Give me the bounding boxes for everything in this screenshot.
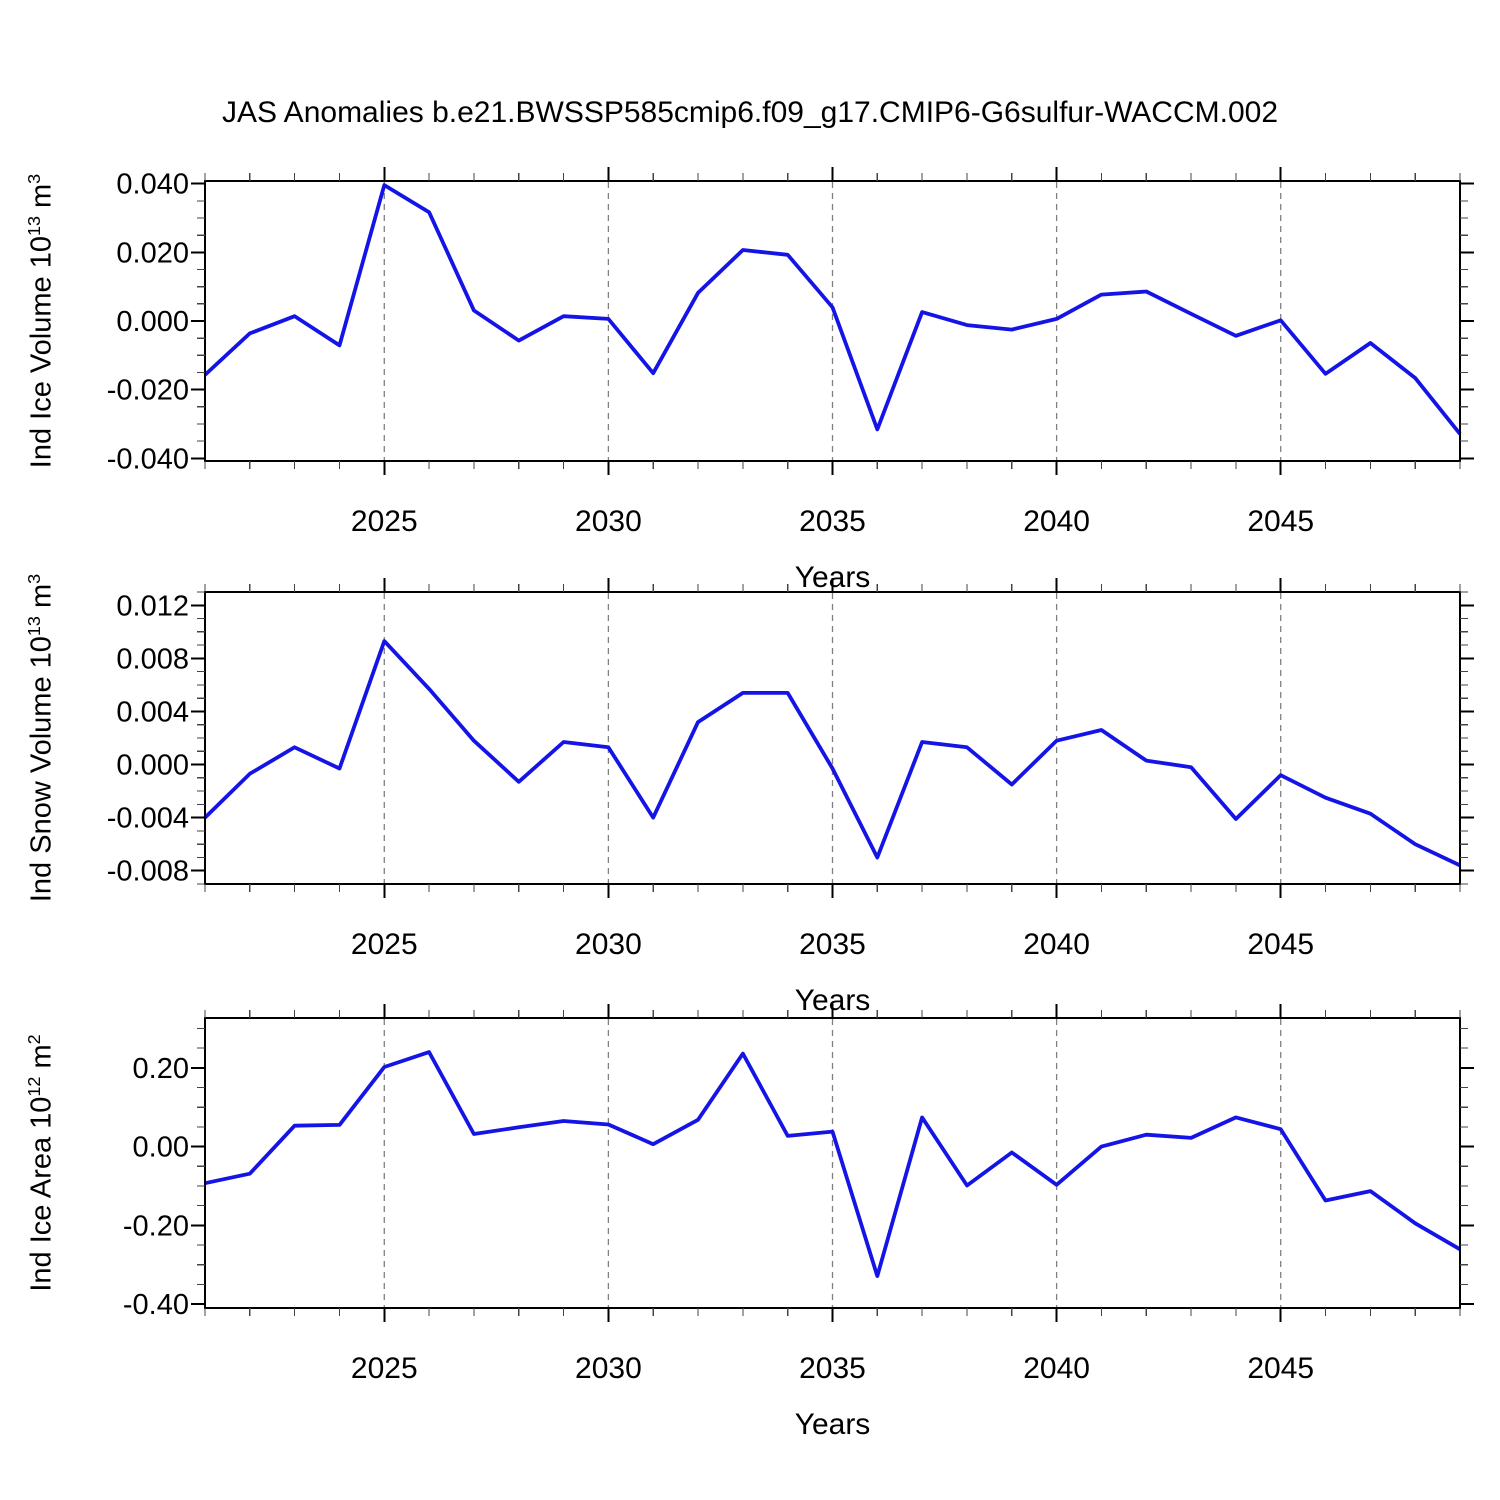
x-tick-label: 2040 bbox=[1023, 928, 1090, 961]
y-tick-label: -0.20 bbox=[123, 1210, 189, 1242]
y-tick-label: -0.040 bbox=[107, 443, 189, 475]
data-line bbox=[203, 183, 1462, 436]
y-axis-title-unit-exponent: 3 bbox=[24, 573, 44, 584]
x-tick-label: 2030 bbox=[575, 928, 642, 961]
y-tick-label: -0.008 bbox=[107, 856, 189, 888]
y-tick-label: 0.004 bbox=[116, 696, 189, 728]
y-tick-label: 0.000 bbox=[116, 306, 189, 338]
y-axis-title-snow-volume: Ind Snow Volume 1013 m3 bbox=[17, 558, 58, 918]
panel-ice-area: 0.20 0.00 -0.20 -0.40 2025 2030 2035 2040 2045 Ye… bbox=[123, 1004, 1474, 1441]
y-axis-title-exponent: 13 bbox=[24, 616, 44, 637]
x-tick-label: 2045 bbox=[1247, 1352, 1314, 1385]
y-tick-label: -0.020 bbox=[107, 375, 189, 407]
y-axis-title-unit: m bbox=[25, 183, 58, 217]
x-tick-label: 2030 bbox=[575, 505, 642, 538]
y-axis-title-unit-exponent: 3 bbox=[24, 173, 44, 184]
data-line bbox=[203, 639, 1461, 868]
x-tick-label: 2035 bbox=[799, 928, 866, 961]
y-tick-label: 0.020 bbox=[116, 237, 189, 269]
y-axis-title-unit-exponent: 2 bbox=[24, 1034, 44, 1045]
x-tick-label: 2030 bbox=[575, 1352, 642, 1385]
x-tick-label: 2025 bbox=[351, 1352, 418, 1385]
x-axis-title: Years bbox=[795, 1408, 871, 1441]
y-tick-label: 0.008 bbox=[116, 643, 189, 675]
y-tick-label: 0.012 bbox=[116, 590, 189, 622]
y-tick-label: 0.040 bbox=[116, 169, 189, 201]
x-tick-label: 2035 bbox=[799, 505, 866, 538]
x-tick-label: 2040 bbox=[1023, 505, 1090, 538]
y-axis-title-ice-volume: Ind Ice Volume 1013 m3 bbox=[17, 141, 58, 501]
x-tick-label: 2045 bbox=[1247, 505, 1314, 538]
y-tick-label: -0.004 bbox=[107, 803, 189, 835]
x-tick-label: 2045 bbox=[1247, 928, 1314, 961]
y-axis-title-exponent: 13 bbox=[24, 216, 44, 237]
x-tick-label: 2025 bbox=[351, 505, 418, 538]
panel-snow-volume: 0.012 0.008 0.004 0.000 -0.004 -0.008 2025 2030… bbox=[107, 578, 1474, 1017]
y-tick-label: -0.40 bbox=[123, 1289, 189, 1321]
y-tick-label: 0.20 bbox=[133, 1053, 189, 1085]
y-axis-title-unit: m bbox=[25, 583, 58, 617]
y-axis-title-exponent: 12 bbox=[24, 1076, 44, 1097]
y-tick-label: 0.00 bbox=[133, 1132, 189, 1164]
figure-title: JAS Anomalies b.e21.BWSSP585cmip6.f09_g1… bbox=[221, 96, 1279, 129]
x-tick-label: 2025 bbox=[351, 928, 418, 961]
y-axis-title-ice-area: Ind Ice Area 1012 m2 bbox=[17, 983, 58, 1343]
y-tick-label: 0.000 bbox=[116, 750, 189, 782]
y-axis-title-text: Ind Ice Area 10 bbox=[25, 1096, 58, 1292]
y-axis-title-text: Ind Ice Volume 10 bbox=[25, 236, 58, 469]
x-tick-label: 2040 bbox=[1023, 1352, 1090, 1385]
data-line bbox=[204, 1050, 1461, 1278]
panel-ice-volume: 0.040 0.020 0.000 -0.020 -0.040 2025 2030 2035 2… bbox=[107, 167, 1474, 594]
y-axis-title-unit: m bbox=[25, 1044, 58, 1077]
y-axis-title-text: Ind Snow Volume 10 bbox=[25, 636, 58, 903]
x-tick-label: 2035 bbox=[799, 1352, 866, 1385]
